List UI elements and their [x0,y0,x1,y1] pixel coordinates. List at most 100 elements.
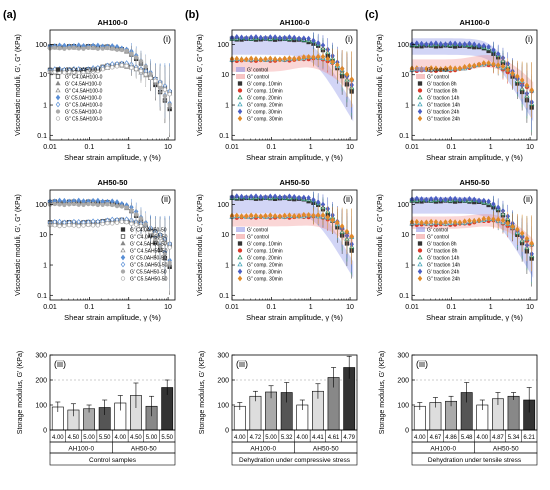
data-point [510,70,515,77]
category-label: 4.61 [328,435,340,441]
panel-a-iii: (iii)4.00 4.50 5.00 5.50 4.00 4.50 5.00 5.50010… [17,351,176,466]
data-point [519,230,525,237]
data-point [301,194,307,201]
group-label: AH50-50 [493,446,519,453]
data-point [263,56,268,62]
data-point [476,42,482,49]
data-point [419,40,424,47]
data-point [110,65,115,70]
legend: G′ C4.0AH50-50G″ C4.0AH50-50G′ C4.5AH50-… [120,227,168,283]
plot-frame [231,189,358,301]
legend-item: G′ C4.0AH100-0 [55,67,102,74]
data-point [495,204,501,211]
data-point [467,217,472,224]
legend-label: G′ comp. 30min [247,110,282,116]
data-point [90,69,96,74]
legend-label: G′ traction 8h [427,82,457,88]
x-tick-label: 10 [346,304,354,311]
group-label: AH100-0 [68,446,94,453]
data-point [529,240,534,247]
legend-label: G″ C5.5AH100-0 [65,117,103,123]
legend-label: G″ C4.0AH50-50 [130,235,168,241]
category-label: 5.48 [461,435,473,441]
panel-roman: (ii) [161,194,171,204]
y-tick-label: 100 [397,202,409,209]
data-point [472,218,477,224]
data-point [167,245,172,250]
caption-strip [231,452,358,466]
x-tick-label: 10 [526,144,534,151]
x-tick-label: 1 [309,144,313,151]
data-point [162,240,168,246]
data-point [167,92,172,97]
data-point [438,219,443,226]
y-tick-label: 0 [43,428,47,435]
data-point [500,217,506,224]
data-point [105,65,110,70]
y-axis-label: Viscoelastic moduli, G′, G″ (KPa) [377,194,384,296]
data-point [67,69,72,74]
legend-label: G″ comp. 10min [247,249,283,255]
data-point [248,34,254,41]
data-point [428,40,434,47]
category-label: 4.86 [445,435,457,441]
x-tick-label: 0.1 [266,144,276,151]
legend: G′ C4.0AH100-0G″ C4.0AH100-0G′ C4.5AH100… [55,67,103,123]
legend-label: G′ C5.5AH100-0 [65,110,102,116]
legend-marker [417,81,423,86]
legend-marker [120,276,126,281]
series-G′-C5-5AH50-50 [47,201,172,291]
x-tick-label: 0.01 [43,304,57,311]
bar-caption: Dehydration under tensile stress [428,457,522,464]
series-G″-traction-24h [409,210,534,272]
data-point [239,34,244,41]
data-point [62,70,67,75]
y-tick-label: 10 [401,72,409,79]
data-point [306,35,311,42]
category-label: 4.00 [476,435,488,441]
data-point [505,220,511,227]
data-point [148,75,153,81]
data-point [424,41,429,48]
data-point [114,220,120,225]
legend-label: G″ traction 8h [427,249,458,255]
legend-item: G″ control [416,234,449,241]
panel-a-ii: AH50-50 (ii) 0.01 0.1 1 10 0.1 1 10 100 Shear stra… [15,178,176,322]
legend-label: G″ comp. 20min [247,103,283,109]
legend-marker [55,109,61,114]
legend-label: G′ C5.5AH50-50 [130,270,167,276]
data-point [62,46,67,51]
legend-label: G′ C4.5AH50-50 [130,242,167,248]
data-point [448,40,453,47]
x-tick-label: 0.01 [405,304,419,311]
data-point [311,212,316,219]
y-tick-label: 10 [39,232,47,239]
caption-strip [49,452,176,466]
legend-label: G″ control [427,235,449,241]
data-point [320,212,326,219]
panel-roman: (i) [345,34,353,44]
data-point [129,221,134,226]
category-label: 4.41 [312,435,324,441]
data-point [462,218,467,225]
data-point [481,42,487,49]
legend-item: G′ control [236,227,268,234]
category-label: 4.79 [343,435,355,441]
data-point [467,195,472,202]
bar [507,395,520,431]
data-point [90,202,96,207]
data-point [311,196,316,203]
legend-marker [417,108,423,115]
data-point [349,76,354,83]
legend-marker [120,227,126,232]
legend-label: G′ control [427,228,448,234]
group-label: AH100-0 [250,446,276,453]
legend-label: G′ control [247,68,268,74]
data-point [472,196,477,203]
legend-item: G′ control [416,227,448,234]
data-point [335,61,340,68]
x-axis-label: Shear strain amplitude, γ (%) [246,313,343,322]
panel-title: AH100-0 [97,18,127,27]
